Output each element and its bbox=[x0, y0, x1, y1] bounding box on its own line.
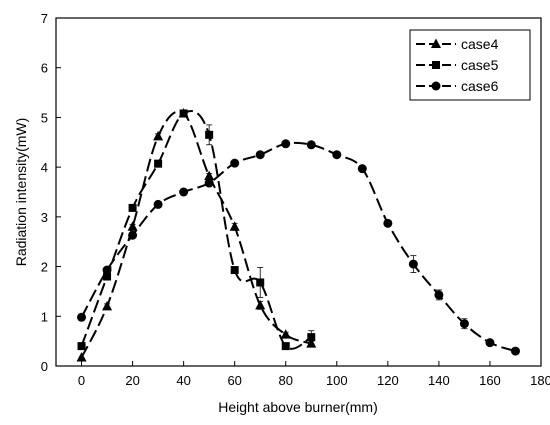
case4-point bbox=[127, 221, 138, 231]
y-axis-title: Radiation intensity(mW) bbox=[13, 118, 29, 267]
case6-point bbox=[128, 230, 138, 240]
x-tick-label: 40 bbox=[176, 373, 190, 388]
x-tick-label: 180 bbox=[530, 373, 550, 388]
case4-point bbox=[204, 170, 215, 181]
y-tick-label: 5 bbox=[41, 110, 48, 125]
case6-point bbox=[306, 140, 316, 150]
plot-frame bbox=[55, 17, 542, 367]
series-curves bbox=[80, 110, 516, 358]
case6-point bbox=[255, 150, 265, 160]
case6-point bbox=[510, 346, 520, 356]
case6-point bbox=[459, 319, 469, 329]
case6-point bbox=[357, 164, 367, 174]
case6-point bbox=[281, 139, 291, 149]
case6-point bbox=[77, 312, 87, 322]
case6-point bbox=[102, 265, 112, 275]
x-axis-ticks: 0 20 40 60 80 100 120 140 160 180 bbox=[78, 361, 550, 388]
case4-point bbox=[255, 299, 266, 310]
case6-point bbox=[204, 178, 214, 188]
case5-point bbox=[128, 203, 137, 212]
case4-curve bbox=[80, 110, 312, 358]
case4-point bbox=[153, 130, 164, 141]
case5-point bbox=[230, 266, 239, 275]
case4-legend-marker bbox=[431, 38, 441, 48]
case6-point bbox=[179, 187, 189, 197]
case4-point bbox=[306, 338, 317, 348]
case4-point bbox=[229, 221, 240, 231]
case4-point bbox=[76, 352, 87, 362]
data-markers bbox=[76, 107, 520, 362]
case6-point bbox=[383, 218, 393, 228]
y-tick-label: 1 bbox=[41, 309, 48, 324]
case4-legend-label: case4 bbox=[461, 36, 499, 52]
case6-legend-marker bbox=[431, 81, 441, 91]
y-axis-ticks: 0 1 2 3 4 5 6 7 bbox=[41, 11, 61, 374]
case5-legend-marker bbox=[432, 61, 440, 69]
case6-point bbox=[153, 199, 163, 209]
case5-point bbox=[103, 272, 112, 281]
case6-point bbox=[485, 338, 495, 348]
case5-point bbox=[281, 342, 290, 351]
case5-point bbox=[307, 333, 316, 342]
case5-curve bbox=[80, 110, 312, 350]
x-tick-label: 60 bbox=[227, 373, 241, 388]
y-tick-label: 6 bbox=[41, 61, 48, 76]
x-tick-label: 80 bbox=[279, 373, 293, 388]
legend: case4 case5 case6 bbox=[409, 29, 531, 101]
case5-point bbox=[179, 109, 188, 118]
case5-point bbox=[205, 130, 214, 139]
x-tick-label: 160 bbox=[479, 373, 501, 388]
y-tick-label: 7 bbox=[41, 11, 48, 26]
case6-curve bbox=[80, 141, 516, 353]
y-tick-label: 4 bbox=[41, 160, 48, 175]
case4-point bbox=[102, 300, 113, 311]
x-tick-label: 140 bbox=[428, 373, 450, 388]
case6-point bbox=[434, 290, 444, 300]
x-tick-label: 120 bbox=[377, 373, 399, 388]
case6-legend-label: case6 bbox=[461, 78, 499, 94]
case5-point bbox=[77, 342, 86, 351]
y-tick-label: 3 bbox=[41, 210, 48, 225]
case4-point bbox=[280, 329, 291, 339]
x-tick-label: 0 bbox=[78, 373, 85, 388]
case6-point bbox=[332, 150, 342, 160]
case5-legend-label: case5 bbox=[461, 57, 499, 73]
case5-point bbox=[154, 159, 163, 168]
case5-point bbox=[256, 278, 265, 287]
case6-point bbox=[408, 259, 418, 269]
x-axis-title: Height above burner(mm) bbox=[218, 399, 378, 415]
case6-point bbox=[230, 158, 240, 168]
x-tick-label: 20 bbox=[125, 373, 139, 388]
y-tick-label: 0 bbox=[41, 359, 48, 374]
x-tick-label: 100 bbox=[326, 373, 348, 388]
y-tick-label: 2 bbox=[41, 260, 48, 275]
